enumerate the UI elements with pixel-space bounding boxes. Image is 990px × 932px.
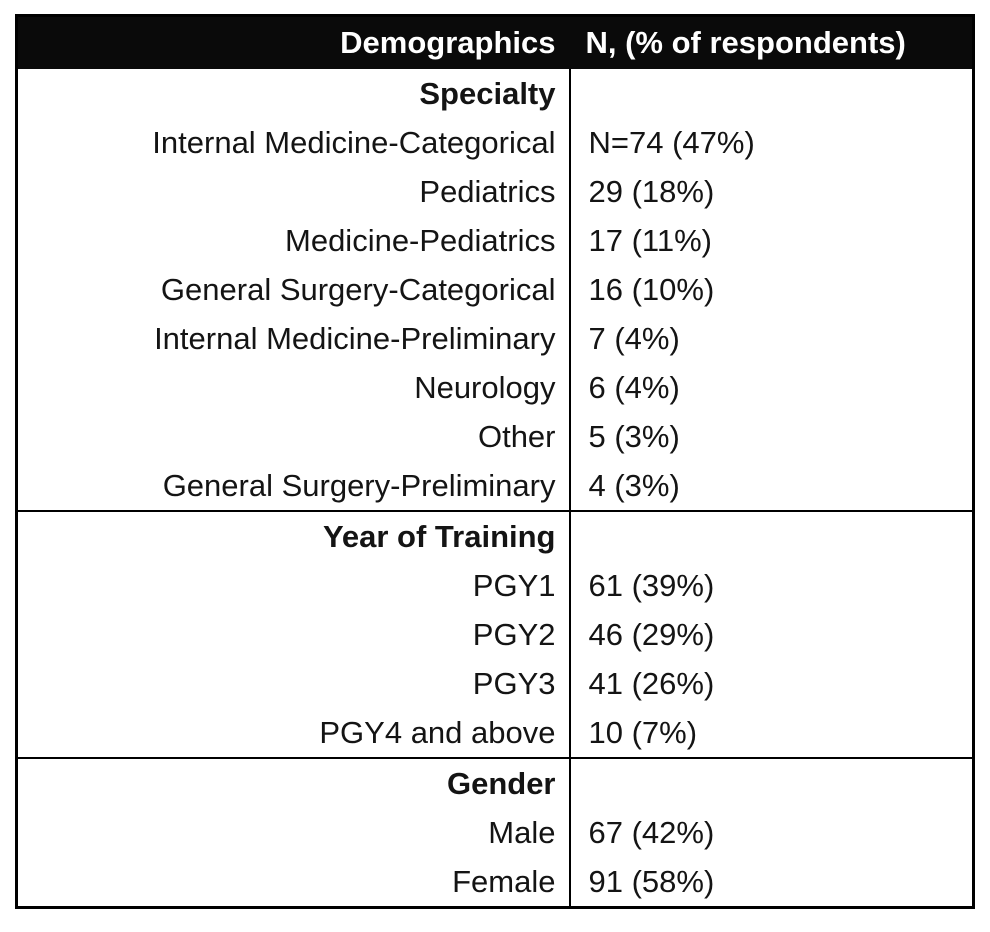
table-row: PGY2 46 (29%)	[16, 610, 974, 659]
table-row: Internal Medicine-Preliminary 7 (4%)	[16, 314, 974, 363]
table-row: Female 91 (58%)	[16, 857, 974, 908]
section-title-empty-cell	[570, 758, 974, 808]
section-title-empty-cell	[570, 69, 974, 118]
table-row: Internal Medicine-Categorical N=74 (47%)	[16, 118, 974, 167]
demographics-table: Demographics N, (% of respondents) Speci…	[15, 14, 975, 909]
section-title: Year of Training	[16, 511, 571, 561]
row-label: PGY4 and above	[16, 708, 571, 758]
column-header-demographics: Demographics	[16, 15, 570, 69]
table-row: Neurology 6 (4%)	[16, 363, 974, 412]
table-row: Male 67 (42%)	[16, 808, 974, 857]
section-header-row: Specialty	[16, 69, 974, 118]
section-title-empty-cell	[570, 511, 974, 561]
table-row: PGY1 61 (39%)	[16, 561, 974, 610]
section-title: Gender	[16, 758, 571, 808]
row-value: 91 (58%)	[588, 863, 715, 899]
row-value: 10 (7%)	[588, 714, 698, 750]
row-value: 61 (39%)	[588, 567, 715, 603]
row-label: General Surgery-Categorical	[16, 265, 571, 314]
row-label: Neurology	[16, 363, 571, 412]
row-value: 5 (3%)	[588, 418, 680, 454]
row-label: Internal Medicine-Preliminary	[16, 314, 571, 363]
demographics-table-figure: Demographics N, (% of respondents) Speci…	[15, 14, 975, 909]
table-row: Medicine-Pediatrics 17 (11%)	[16, 216, 974, 265]
row-value: 16 (10%)	[588, 271, 715, 307]
section-specialty: Specialty Internal Medicine-Categorical …	[16, 69, 974, 511]
row-value: 6 (4%)	[588, 369, 680, 405]
row-label: PGY3	[16, 659, 571, 708]
table-header: Demographics N, (% of respondents)	[16, 15, 974, 69]
row-label: Pediatrics	[16, 167, 571, 216]
row-value: 17 (11%)	[588, 222, 713, 258]
row-value: 4 (3%)	[588, 467, 680, 503]
row-label: Male	[16, 808, 571, 857]
row-label: PGY2	[16, 610, 571, 659]
row-label: PGY1	[16, 561, 571, 610]
table-row: Other 5 (3%)	[16, 412, 974, 461]
section-year-of-training: Year of Training PGY1 61 (39%) PGY2 46 (…	[16, 511, 974, 758]
row-value: 41 (26%)	[588, 665, 715, 701]
row-label: Other	[16, 412, 571, 461]
table-row: PGY4 and above 10 (7%)	[16, 708, 974, 758]
table-row: PGY3 41 (26%)	[16, 659, 974, 708]
row-value: 46 (29%)	[588, 616, 715, 652]
row-label: Medicine-Pediatrics	[16, 216, 571, 265]
row-label: General Surgery-Preliminary	[16, 461, 571, 511]
column-header-respondents: N, (% of respondents)	[569, 15, 974, 69]
row-value: 67 (42%)	[588, 814, 715, 850]
section-header-row: Year of Training	[16, 511, 974, 561]
row-value: N=74 (47%)	[588, 124, 755, 160]
table-row: General Surgery-Preliminary 4 (3%)	[16, 461, 974, 511]
section-gender: Gender Male 67 (42%) Female 91 (58%)	[16, 758, 974, 908]
row-value: 29 (18%)	[588, 173, 715, 209]
table-row: Pediatrics 29 (18%)	[16, 167, 974, 216]
section-header-row: Gender	[16, 758, 974, 808]
table-row: General Surgery-Categorical 16 (10%)	[16, 265, 974, 314]
row-value: 7 (4%)	[588, 320, 680, 356]
header-row: Demographics N, (% of respondents)	[16, 15, 974, 69]
row-label: Female	[16, 857, 571, 908]
section-title: Specialty	[16, 69, 571, 118]
row-label: Internal Medicine-Categorical	[16, 118, 571, 167]
